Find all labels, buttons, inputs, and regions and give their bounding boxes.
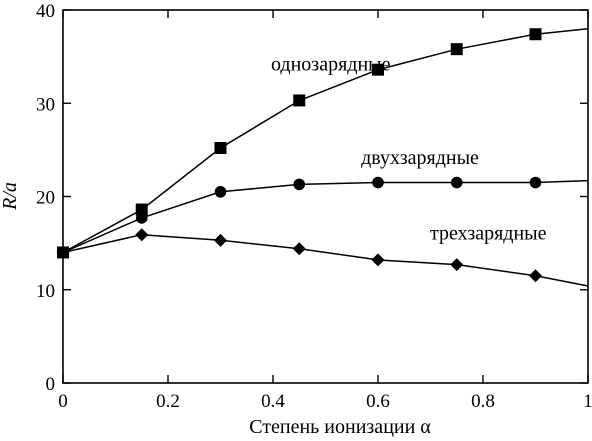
diamond-marker — [529, 269, 542, 283]
y-tick-label: 20 — [36, 188, 55, 209]
square-marker — [529, 28, 542, 41]
diamond-marker — [56, 245, 70, 259]
y-tick-label: 30 — [36, 94, 55, 115]
series-line-2 — [62, 233, 589, 287]
y-axis-label: R/a — [0, 182, 21, 211]
diamond-marker — [214, 233, 227, 247]
diamond-marker — [292, 242, 306, 256]
series-annotation: однозарядные — [271, 54, 391, 76]
circle-marker — [135, 212, 148, 224]
circle-marker — [529, 176, 542, 189]
x-tick-label: 1 — [583, 391, 592, 412]
x-tick-label: 0.8 — [471, 391, 495, 412]
series-line-1 — [62, 179, 589, 254]
series-annotation: двухзарядные — [361, 147, 479, 169]
y-tick-label: 40 — [36, 1, 55, 22]
diamond-marker — [450, 258, 464, 272]
diamond-marker — [135, 228, 149, 242]
square-marker — [372, 63, 384, 76]
diamond-marker — [371, 253, 385, 267]
square-marker — [214, 142, 227, 155]
series-annotation: трехзарядные — [430, 222, 547, 244]
y-tick-label: 10 — [36, 281, 55, 302]
square-marker — [450, 43, 463, 56]
square-marker — [293, 94, 306, 107]
x-tick-label: 0.2 — [156, 391, 180, 412]
y-tick-label: 0 — [46, 374, 56, 395]
circle-marker — [450, 176, 463, 189]
x-tick-label: 0 — [58, 391, 68, 412]
circle-marker — [214, 186, 227, 198]
x-tick-label: 0.6 — [366, 391, 390, 412]
circle-marker — [372, 176, 384, 189]
series-line-0 — [62, 27, 589, 254]
x-axis-label: Степень ионизации α — [249, 416, 431, 438]
x-tick-label: 0.4 — [261, 391, 285, 412]
square-marker — [135, 203, 148, 216]
circle-marker — [293, 178, 306, 191]
